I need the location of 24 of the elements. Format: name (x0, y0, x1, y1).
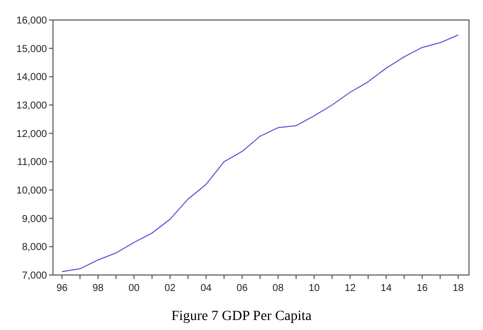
y-tick-label: 12,000 (16, 128, 48, 140)
y-tick-label: 7,000 (22, 270, 48, 282)
x-tick-label: 10 (308, 283, 320, 294)
y-tick-label: 8,000 (22, 242, 48, 254)
x-tick-label: 14 (380, 283, 392, 294)
x-tick-label: 98 (92, 283, 104, 294)
line-series (62, 34, 459, 272)
x-tick-label: 12 (344, 283, 356, 294)
x-tick-label: 96 (56, 283, 68, 294)
y-tick-label: 16,000 (16, 16, 48, 26)
x-tick-label: 06 (236, 283, 248, 294)
y-tick-label: 9,000 (22, 214, 48, 225)
x-tick-label: 04 (200, 283, 212, 294)
x-tick-label: 16 (416, 283, 428, 294)
y-tick-label: 10,000 (16, 186, 48, 196)
y-tick-label: 13,000 (16, 100, 48, 112)
y-tick-label: 11,000 (17, 157, 48, 168)
x-tick-label: 00 (128, 283, 140, 294)
y-tick-label: 14,000 (16, 72, 48, 84)
y-tick-label: 15,000 (16, 44, 48, 55)
text: Figure 7 GDP Per Capita (171, 309, 312, 324)
x-tick-label: 02 (164, 283, 176, 294)
x-tick-label: 08 (272, 283, 284, 294)
x-tick-label: 18 (452, 283, 464, 294)
